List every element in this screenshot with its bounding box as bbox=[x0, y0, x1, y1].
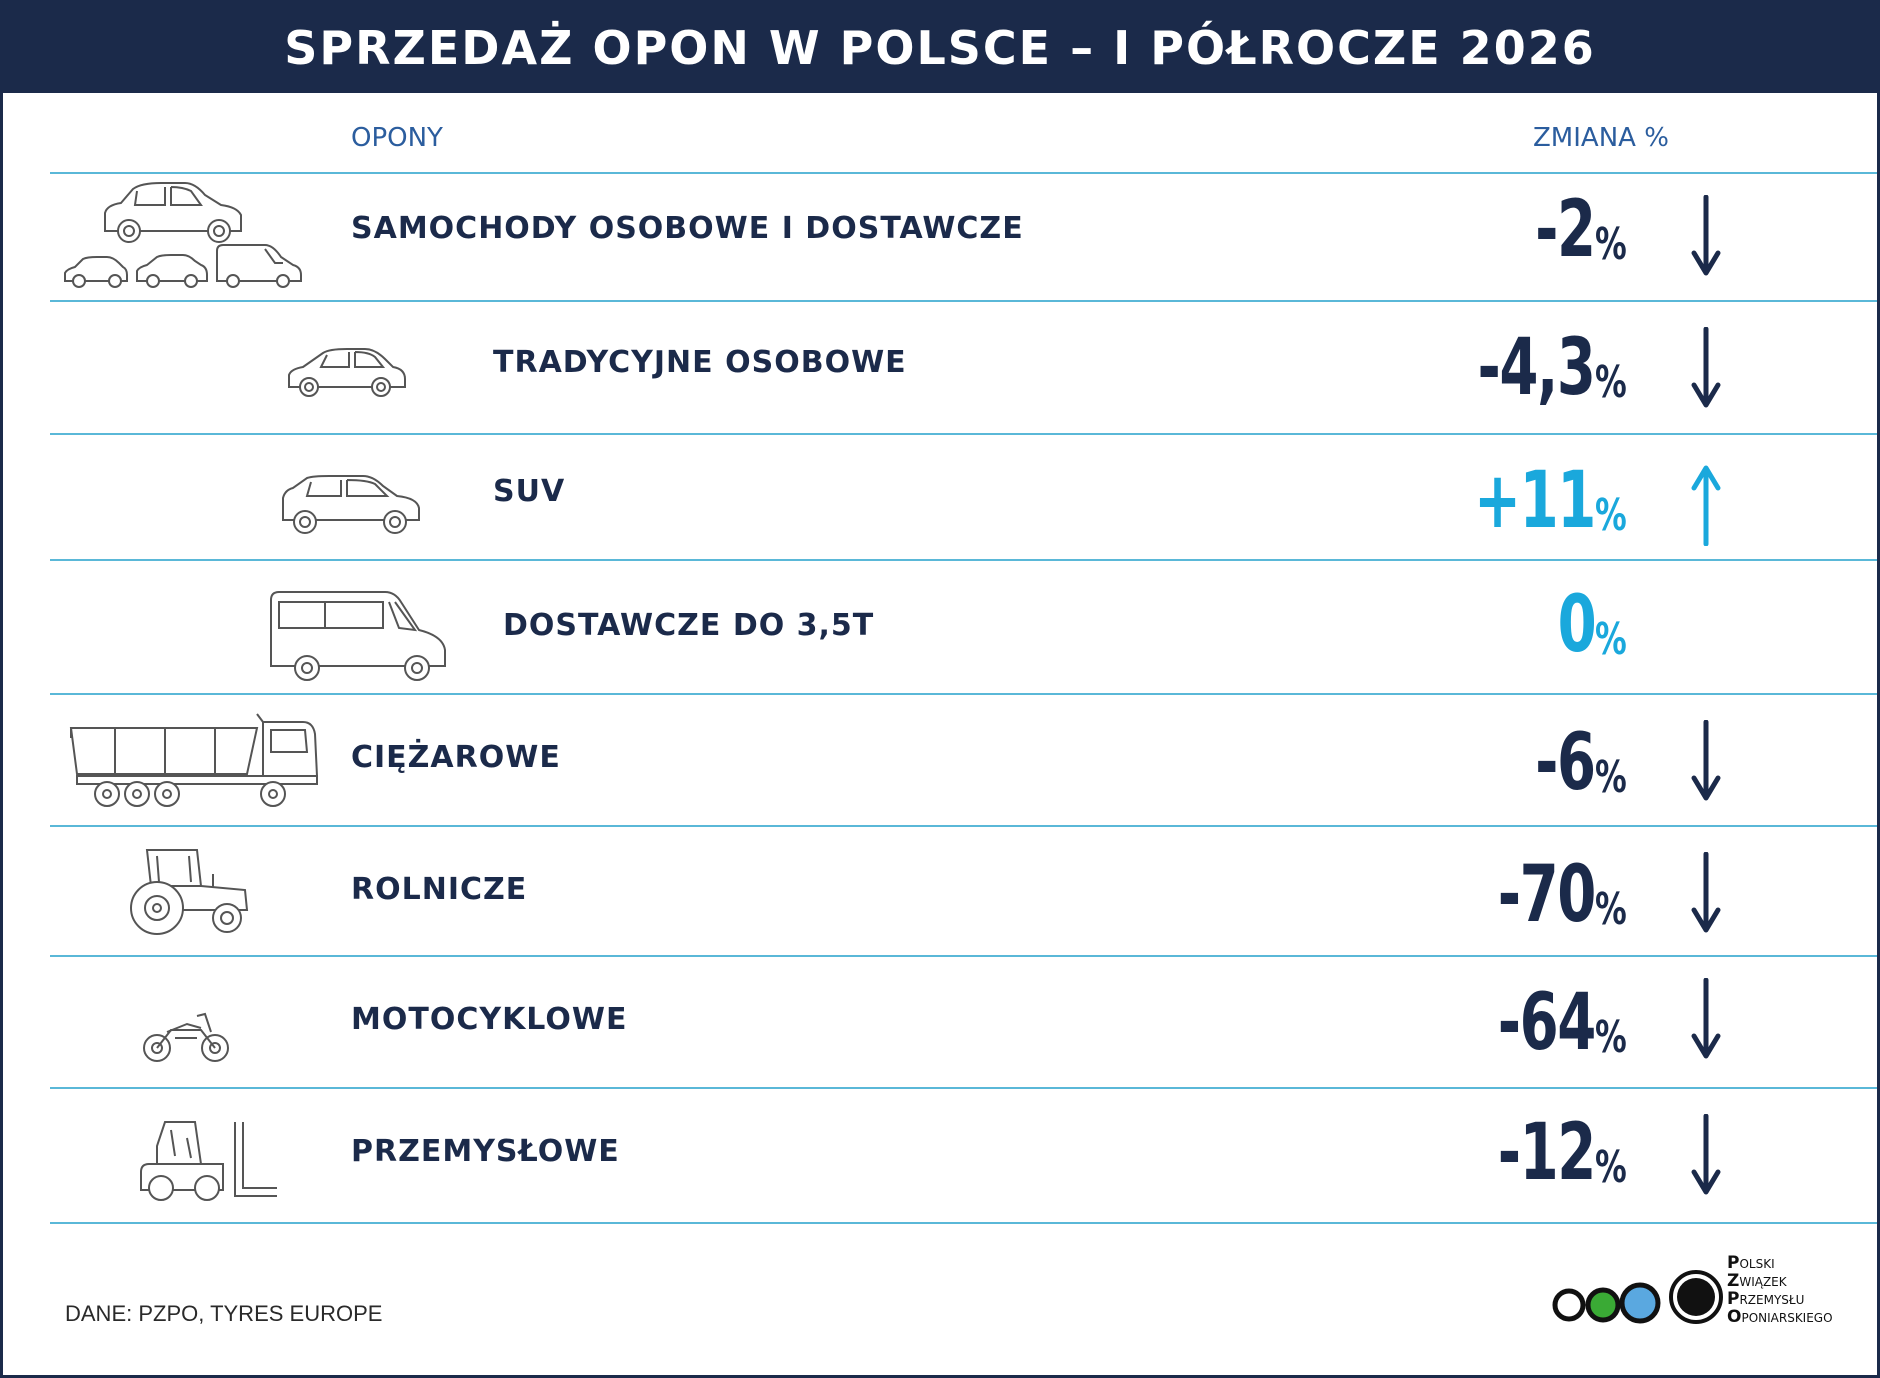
passenger-car-icon bbox=[285, 347, 409, 399]
value-number: +11 bbox=[1474, 456, 1596, 546]
logo-circle-3 bbox=[1619, 1282, 1661, 1324]
trend-down-icon bbox=[1691, 326, 1721, 409]
row-value: -12 % bbox=[1460, 1114, 1639, 1192]
cars-group-icon bbox=[61, 179, 311, 295]
row-label: MOTOCYKLOWE bbox=[351, 1002, 628, 1037]
value-unit: % bbox=[1594, 1012, 1627, 1063]
logo-line-4: OPONIARSKIEGO bbox=[1727, 1307, 1833, 1327]
trend-up-icon bbox=[1691, 464, 1721, 547]
row-label: SUV bbox=[493, 474, 566, 509]
row-value: -2 % bbox=[1512, 191, 1639, 269]
logo-line-1: POLSKI bbox=[1727, 1253, 1775, 1273]
header-bar: SPRZEDAŻ OPON W POLSCE – I PÓŁROCZE 2026 bbox=[3, 3, 1877, 93]
truck-icon bbox=[67, 712, 321, 814]
value-number: -64 bbox=[1497, 978, 1597, 1068]
value-unit: % bbox=[1594, 752, 1627, 803]
value-unit: % bbox=[1594, 614, 1627, 665]
trend-down-icon bbox=[1691, 851, 1721, 934]
logo-circle-4 bbox=[1677, 1278, 1715, 1316]
row-samochody-osobowe-i-dostawcze: SAMOCHODY OSOBOWE I DOSTAWCZE -2 % bbox=[3, 173, 1877, 300]
divider-bottom bbox=[50, 1222, 1877, 1224]
row-label: SAMOCHODY OSOBOWE I DOSTAWCZE bbox=[351, 211, 1024, 246]
row-value: -4,3 % bbox=[1432, 329, 1639, 407]
forklift-icon bbox=[135, 1116, 279, 1204]
row-value: 0 % bbox=[1543, 586, 1639, 664]
row-value: -6 % bbox=[1512, 724, 1639, 802]
row-label: PRZEMYSŁOWE bbox=[351, 1134, 620, 1169]
value-unit: % bbox=[1594, 490, 1627, 541]
value-unit: % bbox=[1594, 1142, 1627, 1193]
logo-circle-2 bbox=[1585, 1287, 1621, 1323]
value-number: -70 bbox=[1497, 850, 1597, 940]
logo-line-3: PRZEMYSŁU bbox=[1727, 1289, 1805, 1309]
value-number: -6 bbox=[1535, 718, 1596, 808]
row-divider bbox=[50, 433, 1877, 435]
row-divider bbox=[50, 825, 1877, 827]
row-label: DOSTAWCZE DO 3,5T bbox=[503, 608, 875, 643]
value-number: -4,3 bbox=[1477, 323, 1596, 413]
row-value: -70 % bbox=[1460, 856, 1639, 934]
logo-circle-1 bbox=[1552, 1288, 1586, 1322]
row-divider bbox=[50, 1087, 1877, 1089]
trend-down-icon bbox=[1691, 719, 1721, 802]
row-divider bbox=[50, 955, 1877, 957]
column-header-zmiana: ZMIANA % bbox=[1533, 123, 1669, 153]
source-note: DANE: PZPO, TYRES EUROPE bbox=[65, 1301, 383, 1326]
trend-down-icon bbox=[1691, 977, 1721, 1060]
value-unit: % bbox=[1594, 357, 1627, 408]
row-label: TRADYCYJNE OSOBOWE bbox=[493, 345, 907, 380]
row-rolnicze: ROLNICZE -70 % bbox=[3, 826, 1877, 955]
trend-down-icon bbox=[1691, 194, 1721, 277]
value-number: -12 bbox=[1497, 1108, 1597, 1198]
logo-wordmark: POLSKI ZWIĄZEK PRZEMYSŁU OPONIARSKIEGO bbox=[1727, 1255, 1833, 1327]
logo-circles-icon bbox=[1552, 1270, 1723, 1324]
row-motocyklowe: MOTOCYKLOWE -64 % bbox=[3, 956, 1877, 1087]
row-suv: SUV +11 % bbox=[3, 434, 1877, 559]
motorcycle-icon bbox=[141, 1010, 233, 1064]
pzpo-logo: POLSKI ZWIĄZEK PRZEMYSŁU OPONIARSKIEGO bbox=[1551, 1253, 1841, 1333]
row-value: -64 % bbox=[1460, 984, 1639, 1062]
page-title: SPRZEDAŻ OPON W POLSCE – I PÓŁROCZE 2026 bbox=[284, 21, 1596, 75]
logo-line-2: ZWIĄZEK bbox=[1727, 1271, 1787, 1291]
value-number: -2 bbox=[1535, 185, 1596, 275]
suv-icon bbox=[279, 474, 423, 536]
value-number: 0 bbox=[1557, 580, 1596, 670]
row-dostawcze-do-3-5t: DOSTAWCZE DO 3,5T 0 % bbox=[3, 560, 1877, 693]
divider-top bbox=[50, 172, 1877, 174]
row-divider bbox=[50, 300, 1877, 302]
row-divider bbox=[50, 693, 1877, 695]
trend-down-icon bbox=[1691, 1113, 1721, 1196]
tractor-icon bbox=[127, 846, 251, 936]
row-tradycyjne-osobowe: TRADYCYJNE OSOBOWE -4,3 % bbox=[3, 301, 1877, 433]
row-przemyslowe: PRZEMYSŁOWE -12 % bbox=[3, 1088, 1877, 1222]
value-unit: % bbox=[1594, 884, 1627, 935]
row-ciezarowe: CIĘŻAROWE -6 % bbox=[3, 694, 1877, 825]
row-value: +11 % bbox=[1427, 462, 1639, 540]
column-header-opony: OPONY bbox=[351, 123, 443, 153]
row-divider bbox=[50, 559, 1877, 561]
row-label: CIĘŻAROWE bbox=[351, 740, 561, 775]
row-label: ROLNICZE bbox=[351, 872, 528, 907]
van-icon bbox=[267, 588, 449, 684]
value-unit: % bbox=[1594, 219, 1627, 270]
